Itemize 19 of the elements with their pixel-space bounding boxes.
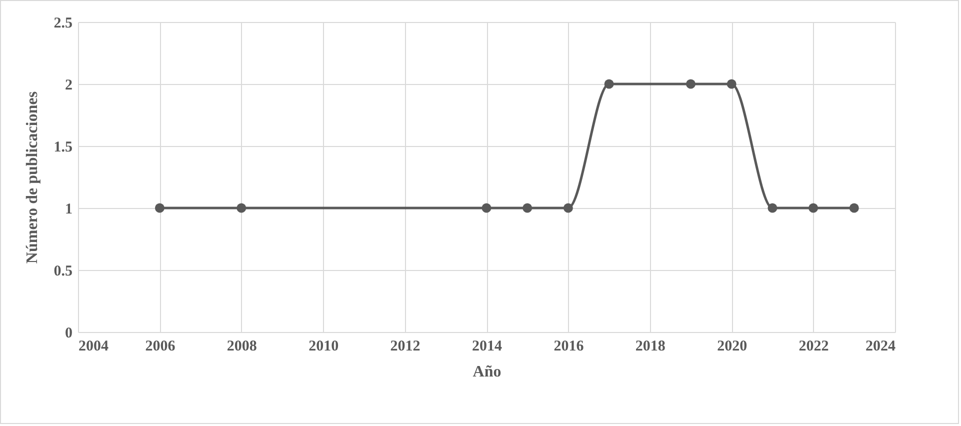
x-tick-label: 2018 (635, 338, 666, 354)
y-tick-label: 2.5 (54, 16, 72, 32)
y-tick-label: 1.5 (54, 140, 72, 156)
y-axis-title: Número de publicaciones (24, 91, 41, 264)
x-tick-label: 2016 (554, 338, 584, 354)
x-tick-label: 2024 (866, 338, 896, 354)
y-tick-label: 0.5 (54, 264, 72, 280)
x-tick-label: 2012 (390, 338, 420, 354)
x-tick-label: 2022 (798, 338, 829, 354)
y-tick-label: 2 (65, 78, 72, 94)
y-tick-label: 0 (65, 326, 72, 342)
x-tick-label: 2008 (226, 338, 257, 354)
x-tick-label: 2006 (145, 338, 176, 354)
x-axis-title: Año (472, 364, 502, 380)
x-tick-label: 2010 (308, 338, 339, 354)
x-tick-label: 2004 (78, 338, 109, 354)
x-tick-label: 2020 (717, 338, 748, 354)
y-tick-label: 1 (65, 202, 72, 218)
x-tick-label: 2014 (472, 338, 502, 354)
